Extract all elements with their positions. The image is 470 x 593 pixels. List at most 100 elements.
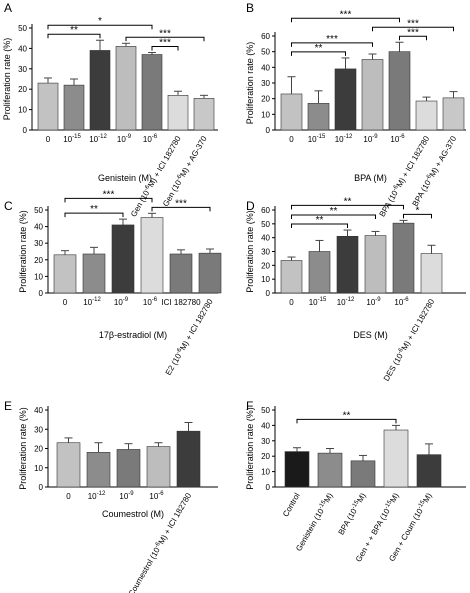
x-tick-part-f-4-1: (10 xyxy=(410,507,425,524)
panel-letter-d: D xyxy=(246,199,255,213)
y-tick-label-a-3: 30 xyxy=(18,65,27,74)
x-tick-label-f-0: Control xyxy=(281,491,302,518)
significance-bracket-b-3 xyxy=(399,35,427,41)
y-tick-label-e-4: 40 xyxy=(34,406,43,415)
x-tick-part-f-4-3: M) xyxy=(421,491,434,504)
x-tick-exponent-b-4: -6 xyxy=(399,134,405,140)
y-tick-label-f-0: 0 xyxy=(266,483,271,492)
bar-e-1 xyxy=(86,452,111,488)
x-tick-label-a-1: 10-15 xyxy=(63,134,81,144)
y-tick-label-b-6: 60 xyxy=(261,32,270,41)
y-tick-label-f-4: 40 xyxy=(261,421,270,430)
significance-label-b-4: *** xyxy=(407,18,419,29)
x-tick-label-e-1: 10-12 xyxy=(88,491,106,501)
y-axis-title-b: Proliferation rate (%) xyxy=(245,42,255,125)
panel-letter-e: E xyxy=(4,399,12,413)
x-tick-part-a-5-0: Gen (10 xyxy=(129,189,152,219)
x-tick-part-b-6-3: + AG-370 xyxy=(432,134,458,170)
significance-label-d-3: * xyxy=(416,205,420,216)
x-tick-part-d-5-2: M) xyxy=(400,339,413,352)
y-tick-label-e-1: 10 xyxy=(34,464,43,473)
y-tick-label-c-4: 40 xyxy=(34,223,43,232)
bar-e-2 xyxy=(116,449,141,488)
x-tick-exponent-e-1: -12 xyxy=(97,491,106,497)
bar-d-0 xyxy=(280,260,303,294)
x-tick-label-d-5: DES (10-6M) + ICI 182780 xyxy=(382,297,437,383)
bar-f-0 xyxy=(284,451,310,488)
x-tick-label-b-4: 10-6 xyxy=(390,134,405,144)
significance-bracket-c-0 xyxy=(64,212,124,218)
y-axis-title-a: Proliferation rate (%) xyxy=(2,38,12,121)
panel-letter-f: F xyxy=(246,399,253,413)
x-tick-part-f-3-1: (10 xyxy=(377,507,392,524)
y-tick-label-f-5: 50 xyxy=(261,406,270,415)
x-tick-base-d-4: 10 xyxy=(394,298,403,307)
x-tick-part-f-2-1: -15 xyxy=(351,499,361,510)
x-tick-part-a-6-1: -6 xyxy=(175,173,183,181)
y-tick-label-b-4: 40 xyxy=(261,63,270,72)
bar-e-4 xyxy=(176,430,201,488)
y-tick-label-a-5: 50 xyxy=(18,24,27,33)
bar-c-2 xyxy=(111,224,135,294)
bar-d-1 xyxy=(308,251,331,294)
significance-bracket-b-2 xyxy=(291,17,400,23)
y-tick-label-a-2: 20 xyxy=(18,85,27,94)
significance-label-d-0: ** xyxy=(316,215,324,226)
x-tick-base-b-2: 10 xyxy=(335,135,344,144)
x-tick-part-e-4-2: M) xyxy=(157,533,170,546)
x-tick-label-d-1: 10-15 xyxy=(309,297,327,307)
x-tick-label-f-2: BPA (10-15M) xyxy=(337,491,368,536)
x-tick-part-b-6-0: BPA (10 xyxy=(411,178,433,208)
x-tick-part-a-6-3: + AG-370 xyxy=(183,134,209,170)
x-tick-part-b-5-1: -6 xyxy=(392,184,400,192)
x-tick-label-b-0: 0 xyxy=(289,135,294,144)
bar-f-1 xyxy=(317,452,343,488)
bar-c-1 xyxy=(82,253,106,294)
x-tick-base-c-1: 10 xyxy=(83,298,92,307)
bar-b-6 xyxy=(442,97,465,131)
y-tick-label-b-2: 20 xyxy=(261,95,270,104)
x-tick-part-f-3-3: M) xyxy=(388,491,401,504)
x-tick-label-d-4: 10-6 xyxy=(394,297,409,307)
x-tick-exponent-d-4: -6 xyxy=(403,297,409,303)
x-tick-label-a-0: 0 xyxy=(46,135,51,144)
x-tick-exponent-b-1: -15 xyxy=(317,134,326,140)
bar-a-2 xyxy=(89,50,111,131)
x-tick-part-a-5-2: M) xyxy=(146,176,159,189)
significance-label-a-1: * xyxy=(98,16,102,27)
x-tick-base-b-1: 10 xyxy=(308,135,317,144)
bar-d-5 xyxy=(420,253,443,294)
significance-bracket-d-1 xyxy=(291,214,376,220)
y-tick-label-e-0: 0 xyxy=(39,483,44,492)
y-tick-label-b-0: 0 xyxy=(266,126,271,135)
x-tick-base-b-4: 10 xyxy=(390,135,399,144)
x-tick-base-d-2: 10 xyxy=(337,298,346,307)
y-tick-label-f-1: 10 xyxy=(261,468,270,477)
x-tick-part-f-4-2: -15 xyxy=(417,499,427,510)
significance-label-c-1: *** xyxy=(103,189,115,200)
bar-a-3 xyxy=(115,46,137,131)
x-tick-base-e-3: 10 xyxy=(149,492,158,501)
x-tick-part-a-6-2: M) xyxy=(178,166,191,179)
x-tick-label-c-5: E2 (10-6M) + ICI 182780 xyxy=(164,297,215,377)
x-tick-part-e-4-1: -6 xyxy=(154,541,162,549)
y-axis-title-e: Proliferation rate (%) xyxy=(18,407,28,490)
x-tick-base-e-1: 10 xyxy=(88,492,97,501)
y-tick-label-d-6: 60 xyxy=(261,206,270,215)
bar-f-2 xyxy=(350,460,376,488)
y-tick-label-d-4: 40 xyxy=(261,234,270,243)
significance-bracket-f-0 xyxy=(296,418,397,424)
x-tick-base-a-4: 10 xyxy=(143,135,152,144)
x-tick-part-b-6-1: -6 xyxy=(425,173,433,181)
x-tick-text-f-0: Control xyxy=(281,491,302,518)
bar-d-3 xyxy=(364,235,387,294)
bar-d-2 xyxy=(336,235,359,294)
x-tick-label-d-3: 10-9 xyxy=(366,297,381,307)
panel-f: F 0 10 20 30 40 50 Proliferation rate (%) Contro… xyxy=(245,399,466,563)
x-axis-title-c: 17β-estradiol (M) xyxy=(99,330,167,340)
significance-label-a-2: *** xyxy=(159,37,171,48)
y-axis-title-d: Proliferation rate (%) xyxy=(245,210,255,293)
x-axis-title-a: Genistein (M) xyxy=(98,173,152,183)
